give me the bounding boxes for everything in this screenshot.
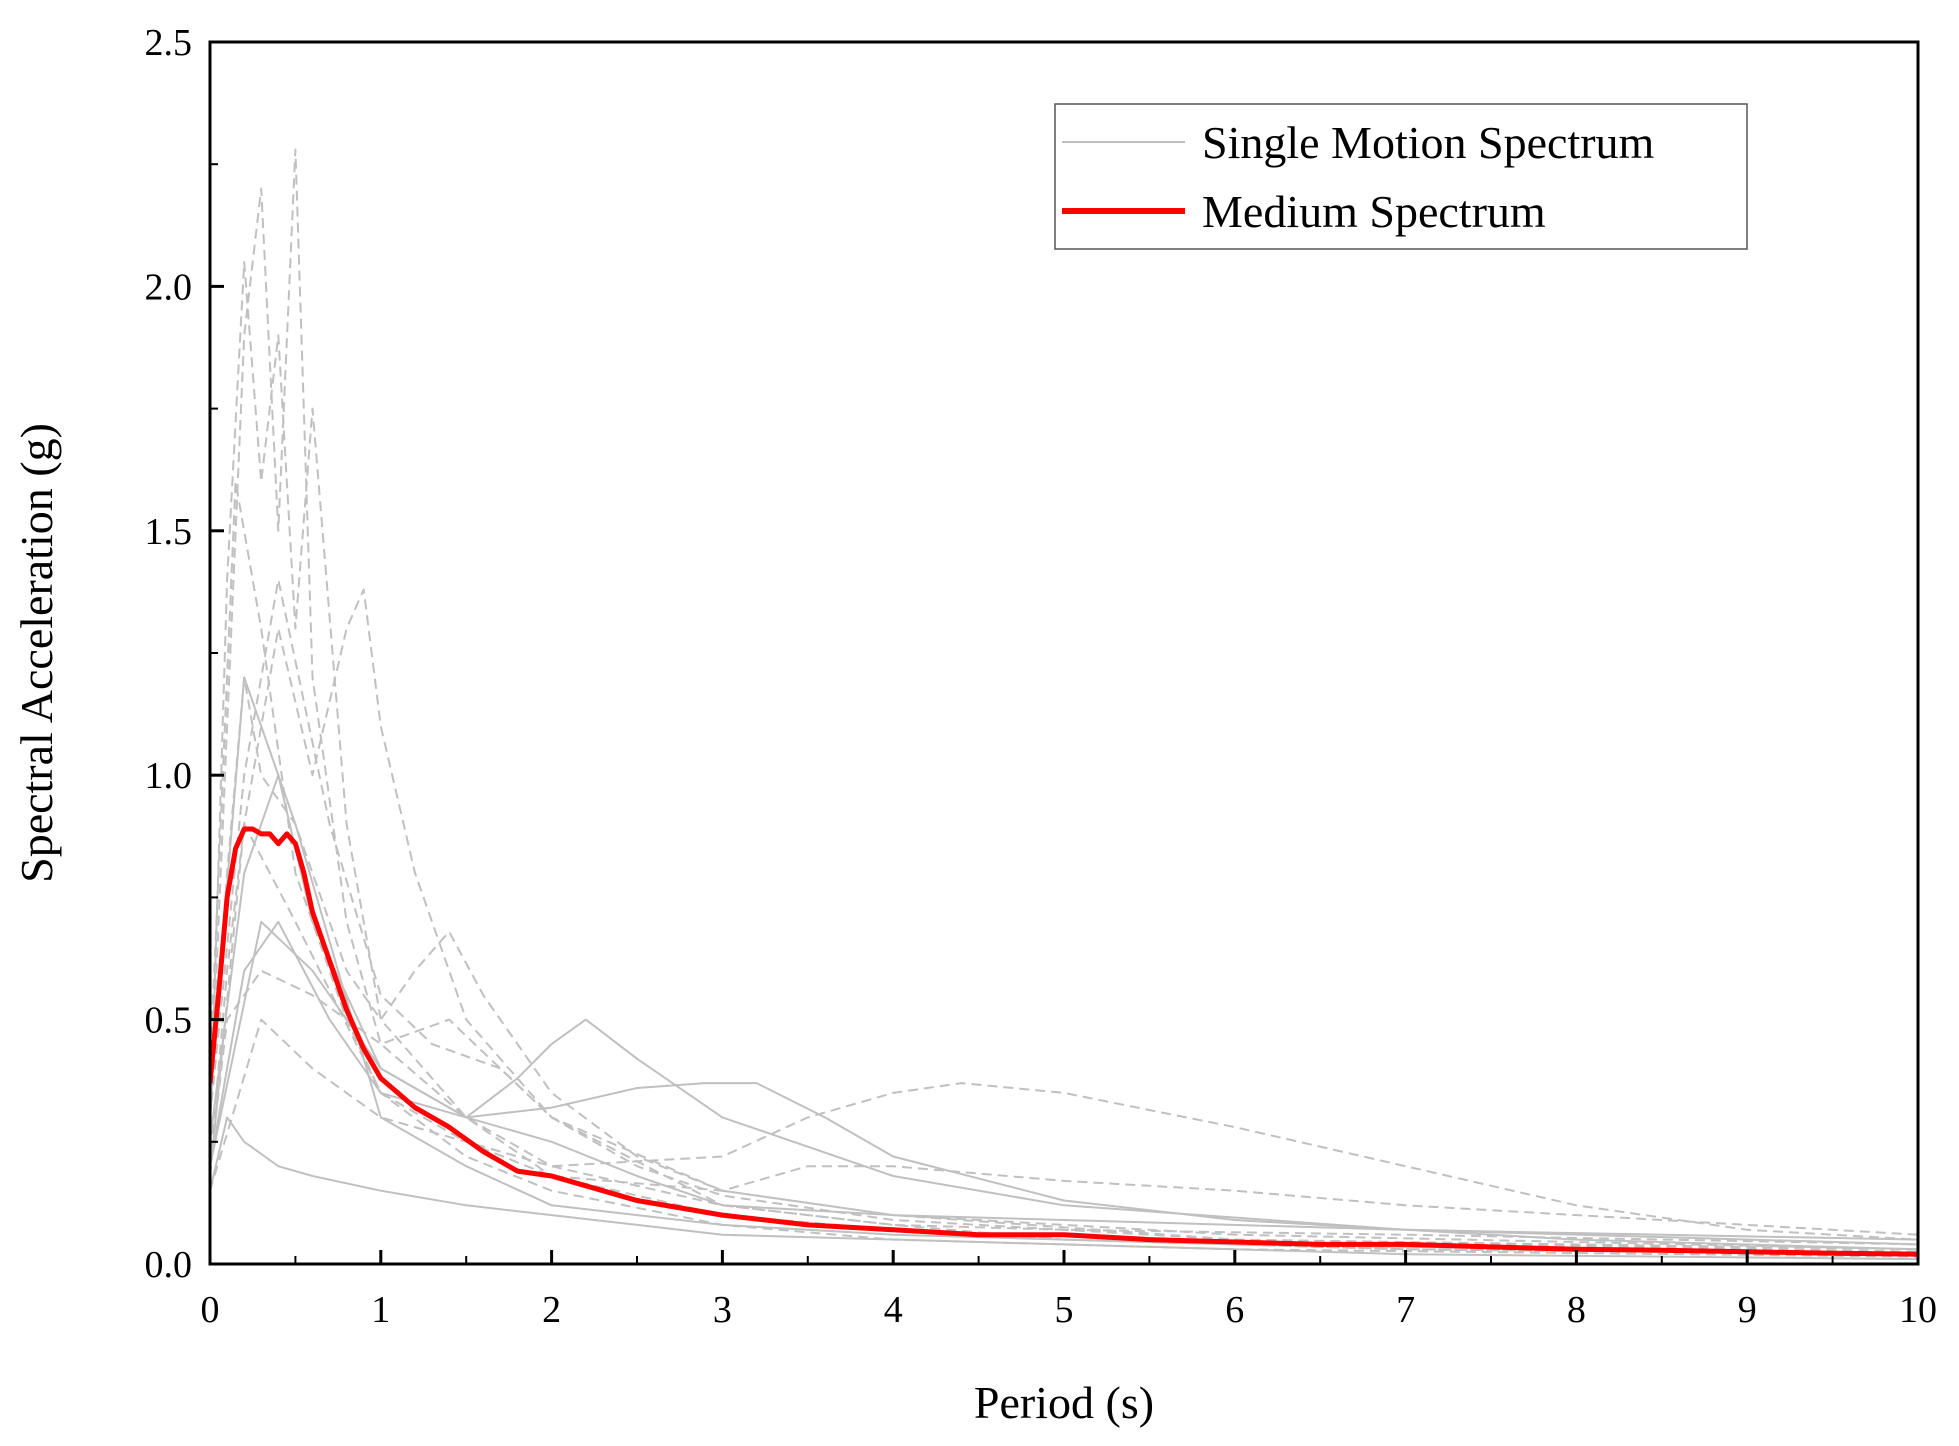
y-tick-label: 2.0 xyxy=(145,266,193,308)
x-tick-label: 0 xyxy=(201,1289,220,1331)
y-tick-label: 1.0 xyxy=(145,755,193,797)
series-line-single-motion xyxy=(210,969,1918,1246)
y-axis-title: Spectral Acceleration (g) xyxy=(11,423,62,883)
series-line-single-motion xyxy=(210,1116,1918,1261)
x-tick-label: 1 xyxy=(371,1289,390,1331)
legend-label-medium: Medium Spectrum xyxy=(1202,186,1546,237)
series-line-single-motion xyxy=(210,774,1918,1241)
series-line-single-motion xyxy=(210,480,1918,1258)
x-axis-title: Period (s) xyxy=(974,1377,1154,1428)
y-axis: 0.0 0.5 1.0 1.5 2.0 2.5 xyxy=(145,22,224,1286)
legend-label-single-motion: Single Motion Spectrum xyxy=(1202,117,1655,168)
x-tick-label: 2 xyxy=(542,1289,561,1331)
x-tick-label: 7 xyxy=(1396,1289,1415,1331)
series-line-single-motion xyxy=(210,588,1918,1251)
x-tick-label: 4 xyxy=(884,1289,903,1331)
x-tick-label: 3 xyxy=(713,1289,732,1331)
x-axis: 0 1 2 3 4 5 6 7 8 9 10 xyxy=(201,1250,1937,1331)
y-tick-label: 2.5 xyxy=(145,22,193,64)
x-tick-label: 5 xyxy=(1055,1289,1074,1331)
series-line-single-motion xyxy=(210,1018,1918,1241)
series-line-single-motion xyxy=(210,920,1918,1251)
x-tick-label: 6 xyxy=(1225,1289,1244,1331)
series-line-medium-spectrum xyxy=(210,826,1918,1257)
x-tick-label: 8 xyxy=(1567,1289,1586,1331)
series-line-single-motion xyxy=(210,823,1918,1236)
y-tick-label: 0.0 xyxy=(145,1244,193,1286)
x-tick-label: 9 xyxy=(1738,1289,1757,1331)
series-line-single-motion xyxy=(210,676,1918,1251)
legend-box xyxy=(1054,103,1748,250)
legend: Single Motion Spectrum Medium Spectrum xyxy=(1054,103,1748,250)
y-tick-label: 1.5 xyxy=(145,511,193,553)
series-layer xyxy=(210,148,1918,1261)
y-tick-label: 0.5 xyxy=(145,1000,193,1042)
x-tick-label: 10 xyxy=(1899,1289,1937,1331)
